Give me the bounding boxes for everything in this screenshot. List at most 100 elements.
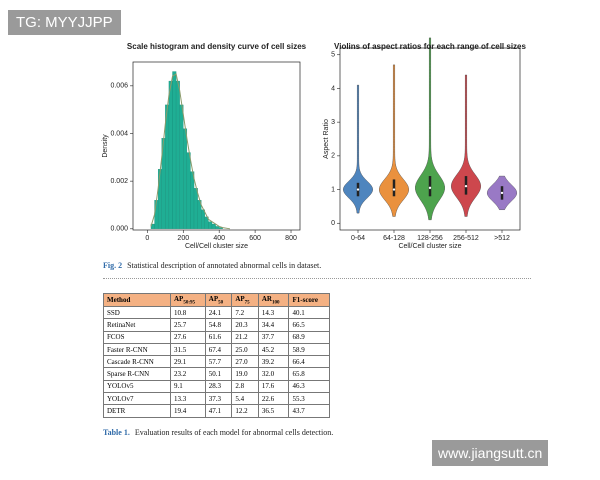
table-row: YOLOv7 13.3 37.3 5.4 22.6 55.3 [103,392,330,406]
density-curve [150,73,231,230]
caption-text: Statistical description of annotated abn… [127,261,322,270]
table-cell: 57.7 [204,355,233,369]
table-cell: 28.3 [204,379,233,394]
table-row: Sparse R-CNN 23.2 50.1 19.0 32.0 65.8 [103,367,330,381]
x-tick-label: >512 [494,235,510,242]
plot-frame [339,47,521,231]
y-tick-label: 4 [331,85,335,92]
table-cell: 14.3 [257,305,290,320]
x-tick-label: 200 [177,235,189,242]
table-caption: Table 1. Evaluation results of each model… [103,428,333,437]
y-tick-label: 1 [331,186,335,193]
watermark: www.jiangsutt.cn [432,440,549,466]
header-cell: AR100 [257,293,290,307]
header-text: AP [235,294,245,303]
x-tick-label: 0-64 [351,235,365,242]
results-table: Method AP50:95 AP50 AP75 AR100 F1-score SSD 10.… [103,293,330,418]
table-cell: 7.2 [231,305,259,320]
header-text: AR [261,294,272,303]
table-row: FCOS 27.6 61.6 21.2 37.7 68.9 [103,330,330,344]
table-cell: 66.5 [288,318,330,332]
violin-body [451,74,481,217]
header-text: F1-score [292,296,319,304]
header-cell: F1-score [288,293,330,307]
header-cell: AP75 [231,293,259,307]
table-cell: 37.7 [257,330,290,344]
table-cell: 13.3 [169,392,206,406]
table-cell: YOLOv7 [103,392,171,406]
table-cell: 67.4 [204,342,233,357]
y-axis-label: Aspect Ratio [323,119,330,159]
header-cell: AP50:95 [169,293,206,307]
x-axis-label: Cell/Cell cluster size [185,243,248,250]
table-cell: 36.5 [257,404,290,418]
bar [157,169,162,229]
violin-body [415,37,445,221]
x-tick-label: 800 [285,235,297,242]
table-cell: 55.3 [288,392,330,406]
bar [193,188,198,229]
bar [183,128,188,229]
violin-body [379,64,409,217]
table-cell: 20.3 [231,318,259,332]
table-cell: 12.2 [231,404,259,418]
table-cell: RetinaNet [103,318,171,332]
table-cell: 5.4 [231,392,259,406]
table-cell: 10.8 [169,305,206,320]
table-cell: 9.1 [169,379,206,394]
table-cell: 61.6 [204,330,233,344]
table-cell: 68.9 [288,330,330,344]
table-cell: 32.0 [257,367,290,381]
table-cell: 23.2 [169,367,206,381]
table-row: YOLOv5 9.1 28.3 2.8 17.6 46.3 [103,379,330,394]
table-row: SSD 10.8 24.1 7.2 14.3 40.1 [103,305,330,320]
header-subscript: 50:95 [183,300,195,306]
table-cell: 58.9 [288,342,330,357]
table-cell: YOLOv5 [103,379,171,394]
x-axis-label: Cell/Cell cluster size [398,243,461,250]
header-cell: AP50 [204,293,233,307]
table-cell: DETR [103,404,171,418]
table-cell: Faster R-CNN [103,342,171,357]
bar [215,226,220,229]
table-row: Faster R-CNN 31.5 67.4 25.0 45.2 58.9 [103,342,330,357]
y-tick-label: 3 [331,119,335,126]
bar [168,80,173,229]
table-cell: 31.5 [169,342,206,357]
violin-body [342,84,374,214]
table-cell: 19.4 [169,404,206,418]
bar [208,221,213,229]
table-cell: 25.0 [231,342,259,357]
caption-label: Fig. 2 [103,261,123,270]
table-cell: SSD [103,305,171,320]
x-tick-label: 256-512 [453,235,479,242]
caption-label: Table 1. [103,428,130,437]
violin-median [428,186,432,190]
table-cell: 27.6 [169,330,206,344]
x-tick-label: 64-128 [383,235,405,242]
table-cell: 24.1 [204,305,233,320]
header-subscript: 50 [218,300,224,306]
chart-title: Violins of aspect ratios for each range … [334,42,526,51]
x-tick-label: 600 [249,235,261,242]
bar [172,71,177,229]
bar [186,152,191,229]
header-text: Method [107,296,131,304]
header-cell: Method [103,293,171,307]
table-cell: 21.2 [231,330,259,344]
table-cell: FCOS [103,330,171,344]
bar [175,80,180,229]
table-cell: 39.2 [257,355,290,369]
table-cell: 40.1 [288,305,330,320]
table-cell: 29.1 [169,355,206,369]
table-cell: 37.3 [204,392,233,406]
violin-median [356,188,360,191]
bar [219,227,223,229]
table-cell: 54.8 [204,318,233,332]
header-subscript: 75 [244,300,250,306]
table-cell: 34.4 [257,318,290,332]
y-tick-label: 2 [331,153,335,160]
violin-median [464,184,468,188]
plot-frame [132,61,301,231]
